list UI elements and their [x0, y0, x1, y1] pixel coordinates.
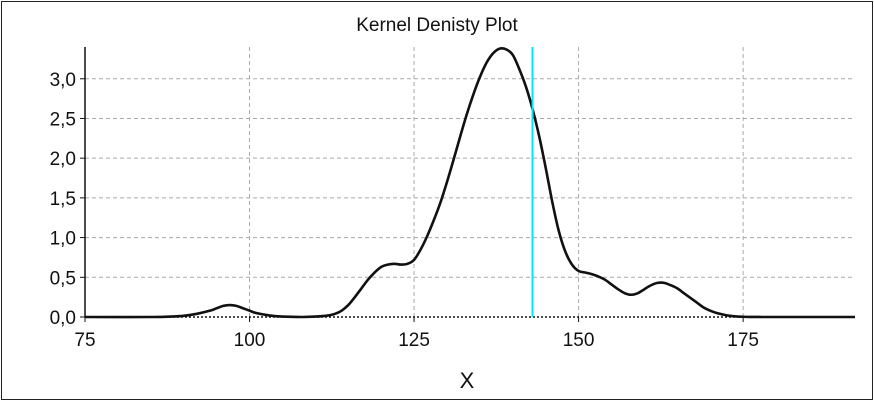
- x-tick-label: 175: [727, 330, 759, 351]
- chart-title: Kernel Denisty Plot: [356, 15, 518, 36]
- y-tick-label: 1,5: [50, 189, 76, 210]
- x-tick-label: 125: [398, 330, 430, 351]
- x-tick-labels: 75 100 125 150 175: [74, 330, 759, 351]
- y-tick-label: 1,0: [50, 229, 76, 250]
- x-tick-label: 150: [563, 330, 595, 351]
- y-tick-label: 0,5: [50, 268, 76, 289]
- grid-lines: [85, 47, 855, 317]
- y-tick-label: 2,5: [50, 109, 76, 130]
- x-axis-label: X: [460, 368, 475, 393]
- x-tick-label: 75: [74, 330, 95, 351]
- y-tick-label: 0,0: [50, 308, 76, 329]
- x-tick-label: 100: [234, 330, 266, 351]
- density-curve: [84, 46, 855, 319]
- y-tick-label: 2,0: [50, 149, 76, 170]
- axes: [80, 47, 855, 322]
- y-tick-label: 3,0: [50, 70, 76, 91]
- y-tick-labels: 0,0 0,5 1,0 1,5 2,0 2,5 3,0: [50, 70, 76, 329]
- series-group: [84, 46, 855, 319]
